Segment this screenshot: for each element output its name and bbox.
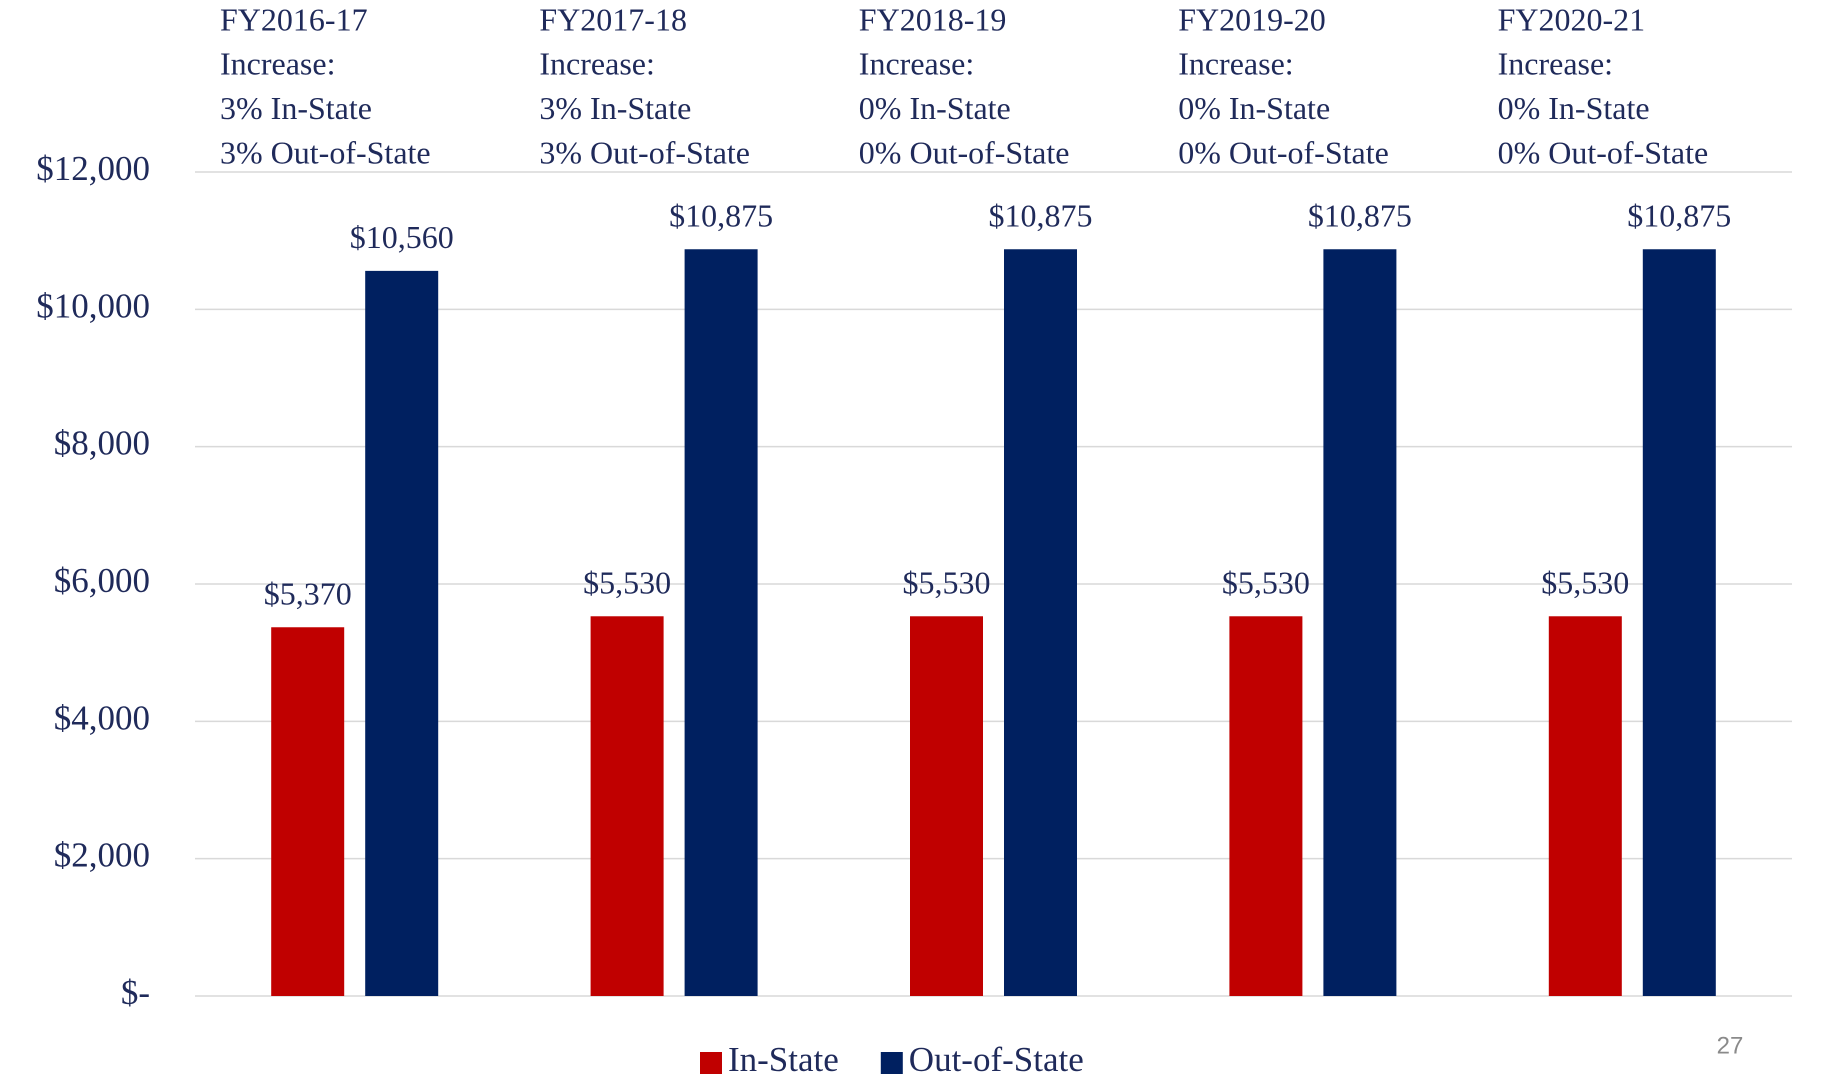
annotation: 0% In-State [859, 90, 1011, 126]
page-number: 27 [1717, 1032, 1744, 1059]
category-label: FY2017-18 [539, 1, 687, 37]
annotation: 3% Out-of-State [220, 134, 431, 170]
annotation: 0% Out-of-State [1498, 134, 1709, 170]
legend-swatch [880, 1052, 903, 1074]
annotation: 0% Out-of-State [859, 134, 1070, 170]
annotation: 3% Out-of-State [539, 134, 750, 170]
category-label: FY2018-19 [859, 1, 1007, 37]
value-label: $10,875 [1308, 198, 1412, 234]
y-tick-label: $- [121, 973, 150, 1012]
annotation: Increase: [1498, 45, 1613, 81]
legend-label: Out-of-State [909, 1040, 1084, 1079]
value-label: $5,530 [583, 565, 671, 601]
category-label: FY2019-20 [1178, 1, 1326, 37]
bar [1548, 616, 1622, 996]
annotation: 3% In-State [220, 90, 372, 126]
legend-label: In-State [728, 1040, 839, 1079]
category-label: FY2020-21 [1498, 1, 1646, 37]
y-tick-label: $6,000 [54, 561, 150, 600]
y-tick-label: $8,000 [54, 424, 150, 463]
bar [590, 616, 664, 996]
value-label: $10,560 [350, 219, 454, 255]
bar [1004, 249, 1077, 996]
bar [1229, 616, 1303, 996]
annotation: 0% In-State [1498, 90, 1650, 126]
bar [1323, 249, 1397, 996]
value-label: $10,875 [989, 198, 1093, 234]
annotation: 0% In-State [1178, 90, 1330, 126]
y-tick-label: $12,000 [36, 149, 150, 188]
bar [365, 270, 439, 996]
value-label: $5,530 [1222, 565, 1310, 601]
annotation: Increase: [1178, 45, 1293, 81]
value-label: $5,370 [264, 576, 352, 612]
category-label: FY2016-17 [220, 1, 368, 37]
y-tick-label: $10,000 [36, 286, 150, 325]
annotation: 3% In-State [539, 90, 691, 126]
legend-swatch [700, 1052, 722, 1074]
value-label: $10,875 [669, 198, 773, 234]
y-tick-label: $2,000 [54, 836, 150, 875]
value-label: $5,530 [1541, 565, 1629, 601]
value-label: $10,875 [1627, 198, 1731, 234]
bar [910, 616, 983, 996]
bar [1642, 249, 1716, 996]
annotation: Increase: [220, 45, 335, 81]
bar [684, 249, 758, 996]
y-tick-label: $4,000 [54, 698, 150, 737]
value-label: $5,530 [903, 565, 991, 601]
bar [271, 627, 345, 996]
annotation: Increase: [859, 45, 974, 81]
annotation: Increase: [539, 45, 654, 81]
annotation: 0% Out-of-State [1178, 134, 1389, 170]
